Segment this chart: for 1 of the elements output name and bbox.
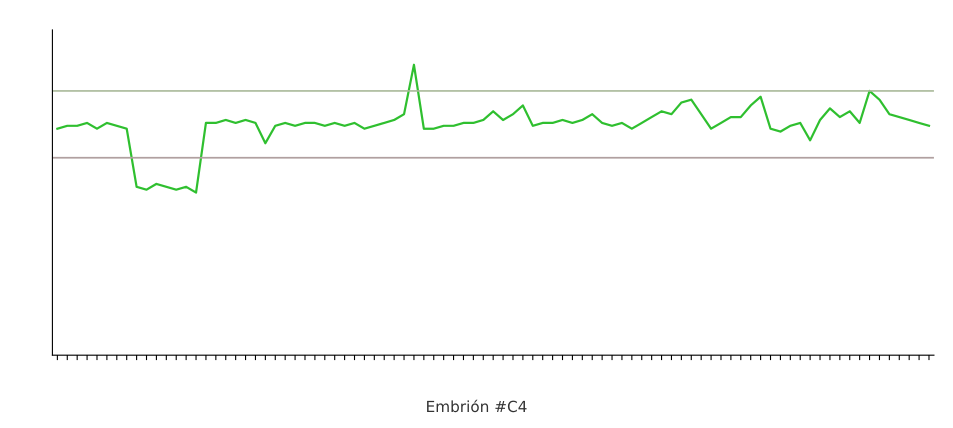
text: Embrión #C4: [427, 400, 527, 412]
